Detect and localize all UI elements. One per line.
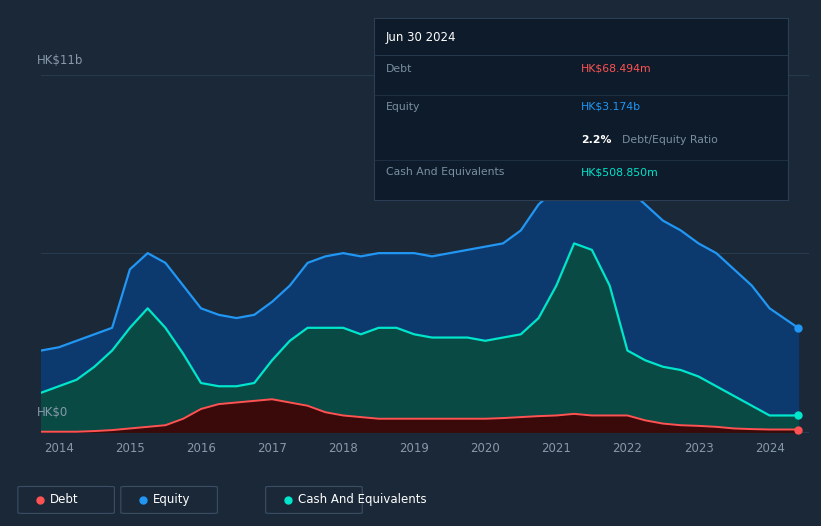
Text: Equity: Equity: [153, 493, 190, 507]
Text: Debt: Debt: [50, 493, 79, 507]
Text: HK$11b: HK$11b: [37, 54, 84, 67]
Text: Jun 30 2024: Jun 30 2024: [386, 31, 456, 44]
Text: 2.2%: 2.2%: [581, 135, 612, 145]
Text: Cash And Equivalents: Cash And Equivalents: [386, 167, 504, 177]
Text: Cash And Equivalents: Cash And Equivalents: [298, 493, 426, 507]
Text: HK$3.174b: HK$3.174b: [581, 102, 641, 112]
Text: HK$508.850m: HK$508.850m: [581, 167, 658, 177]
Text: Debt: Debt: [386, 64, 412, 74]
Text: HK$0: HK$0: [37, 406, 68, 419]
Text: Debt/Equity Ratio: Debt/Equity Ratio: [622, 135, 718, 145]
Text: HK$68.494m: HK$68.494m: [581, 64, 652, 74]
Text: Equity: Equity: [386, 102, 420, 112]
